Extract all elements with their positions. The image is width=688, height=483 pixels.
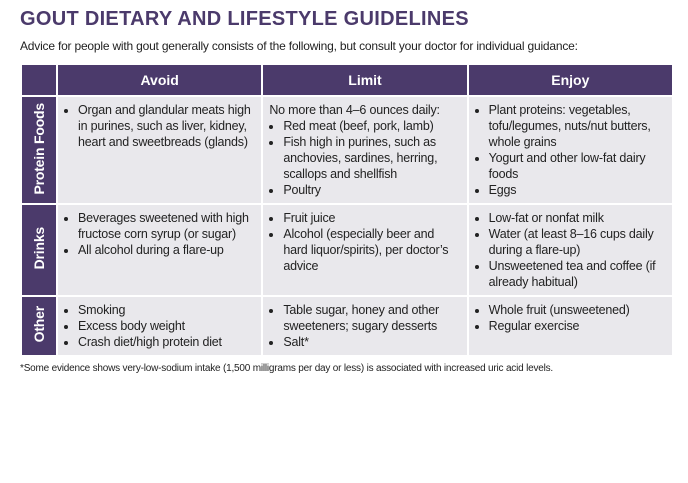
infographic: GOUT DIETARY AND LIFESTYLE GUIDELINES Ad…: [0, 0, 688, 374]
cell: No more than 4–6 ounces daily:Red meat (…: [261, 95, 469, 205]
bullet-item: Salt*: [283, 334, 460, 350]
bullet-item: Whole fruit (unsweetened): [489, 302, 666, 318]
cell: SmokingExcess body weightCrash diet/high…: [55, 295, 264, 357]
bullet-list: Low-fat or nonfat milkWater (at least 8–…: [473, 210, 666, 290]
table-row: Other SmokingExcess body weightCrash diet…: [20, 295, 675, 357]
row-label-cell: Other: [20, 295, 58, 357]
bullet-item: Crash diet/high protein diet: [78, 334, 255, 350]
bullet-item: Beverages sweetened with high fructose c…: [78, 210, 255, 242]
bullet-item: Unsweetened tea and coffee (if already h…: [489, 258, 666, 290]
bullet-list: Table sugar, honey and other sweeteners;…: [267, 302, 460, 350]
bullet-item: Smoking: [78, 302, 255, 318]
subtitle: Advice for people with gout generally co…: [20, 39, 578, 53]
cell-intro: No more than 4–6 ounces daily:: [269, 103, 440, 117]
row-label-cell: Protein Foods: [20, 95, 58, 205]
table-row: Protein Foods Organ and glandular meats h…: [20, 95, 675, 205]
row-label-cell: Drinks: [20, 203, 58, 297]
row-label: Drinks: [31, 227, 47, 270]
corner-cell: [20, 63, 58, 97]
row-label: Other: [31, 306, 47, 343]
cell: Organ and glandular meats high in purine…: [55, 95, 264, 205]
bullet-item: Alcohol (especially beer and hard liquor…: [283, 226, 460, 274]
bullet-item: Organ and glandular meats high in purine…: [78, 102, 255, 150]
cell: Table sugar, honey and other sweeteners;…: [261, 295, 469, 357]
cell: Plant proteins: vegetables, tofu/legumes…: [466, 95, 675, 205]
cell: Whole fruit (unsweetened)Regular exercis…: [466, 295, 675, 357]
bullet-list: Red meat (beef, pork, lamb)Fish high in …: [267, 118, 460, 198]
bullet-item: Table sugar, honey and other sweeteners;…: [283, 302, 460, 334]
bullet-list: Organ and glandular meats high in purine…: [62, 102, 255, 150]
bullet-item: Fruit juice: [283, 210, 460, 226]
bullet-item: Eggs: [489, 182, 666, 198]
column-header: Enjoy: [466, 63, 675, 97]
bullet-item: Excess body weight: [78, 318, 255, 334]
bullet-item: Regular exercise: [489, 318, 666, 334]
bullet-list: Fruit juiceAlcohol (especially beer and …: [267, 210, 460, 274]
table-row: Drinks Beverages sweetened with high fruc…: [20, 203, 675, 297]
bullet-list: Plant proteins: vegetables, tofu/legumes…: [473, 102, 666, 198]
cell: Beverages sweetened with high fructose c…: [55, 203, 264, 297]
table-body: Protein Foods Organ and glandular meats h…: [20, 95, 675, 357]
bullet-item: Fish high in purines, such as anchovies,…: [283, 134, 460, 182]
bullet-item: Red meat (beef, pork, lamb): [283, 118, 460, 134]
title: GOUT DIETARY AND LIFESTYLE GUIDELINES: [20, 8, 469, 30]
bullet-list: SmokingExcess body weightCrash diet/high…: [62, 302, 255, 350]
column-header: Avoid: [55, 63, 264, 97]
footnote: *Some evidence shows very-low-sodium int…: [20, 363, 554, 374]
cell: Fruit juiceAlcohol (especially beer and …: [261, 203, 469, 297]
row-label: Protein Foods: [31, 102, 47, 195]
header-row: Avoid Limit Enjoy: [20, 63, 675, 97]
column-header: Limit: [261, 63, 469, 97]
bullet-item: Poultry: [283, 182, 460, 198]
bullet-list: Beverages sweetened with high fructose c…: [62, 210, 255, 258]
bullet-item: All alcohol during a flare-up: [78, 242, 255, 258]
bullet-item: Low-fat or nonfat milk: [489, 210, 666, 226]
bullet-item: Yogurt and other low-fat dairy foods: [489, 150, 666, 182]
cell: Low-fat or nonfat milkWater (at least 8–…: [466, 203, 675, 297]
bullet-list: Whole fruit (unsweetened)Regular exercis…: [473, 302, 666, 334]
bullet-item: Plant proteins: vegetables, tofu/legumes…: [489, 102, 666, 150]
bullet-item: Water (at least 8–16 cups daily during a…: [489, 226, 666, 258]
